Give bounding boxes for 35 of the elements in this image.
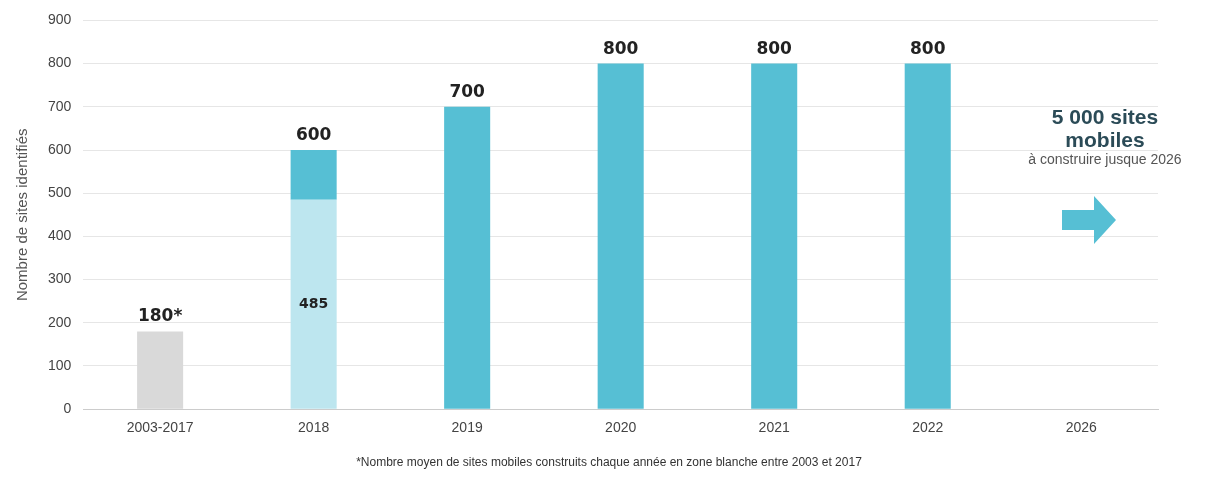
annotation: à construire jusque 2026 — [1027, 151, 1183, 167]
total-label: 600 — [295, 123, 332, 144]
bar — [444, 106, 491, 409]
y-tick-label: 100 — [48, 356, 72, 373]
total-label: 800 — [756, 37, 793, 58]
data-label: 485 — [299, 294, 329, 311]
x-tick-label: 2020 — [605, 419, 637, 436]
bar — [137, 331, 184, 409]
bar — [904, 63, 951, 409]
y-axis-title: Nombre de sites identifiés — [13, 128, 31, 302]
x-tick-label: 2022 — [912, 419, 944, 436]
y-tick-label: 900 — [48, 11, 72, 28]
total-label: 800 — [909, 37, 946, 58]
y-tick-label: 500 — [48, 184, 72, 201]
x-tick-label: 2003-2017 — [126, 419, 194, 436]
y-tick-label: 400 — [48, 227, 72, 244]
y-tick-label: 300 — [48, 270, 72, 287]
text: *Nombre moyen de sites mobiles construits chaque année en zone blanche entre 2003 et 2017 — [355, 455, 863, 469]
x-tick-label: 2018 — [298, 419, 330, 436]
y-tick-label: 0 — [63, 400, 72, 417]
y-tick-label: 600 — [48, 140, 72, 157]
bar — [290, 199, 337, 409]
x-tick-label: 2021 — [758, 419, 790, 436]
bar — [290, 150, 337, 200]
y-tick-label: 700 — [48, 97, 72, 114]
annotation: 5 000 sites mobiles — [1050, 105, 1160, 151]
x-tick-label: 2026 — [1065, 419, 1098, 436]
x-tick-label: 2019 — [451, 419, 483, 436]
y-tick-label: 800 — [48, 54, 72, 71]
total-label: 180* — [137, 305, 183, 326]
bar — [751, 63, 798, 409]
total-label: 800 — [602, 37, 639, 58]
bar — [597, 63, 644, 409]
total-label: 700 — [449, 80, 486, 101]
y-tick-label: 200 — [48, 313, 72, 330]
